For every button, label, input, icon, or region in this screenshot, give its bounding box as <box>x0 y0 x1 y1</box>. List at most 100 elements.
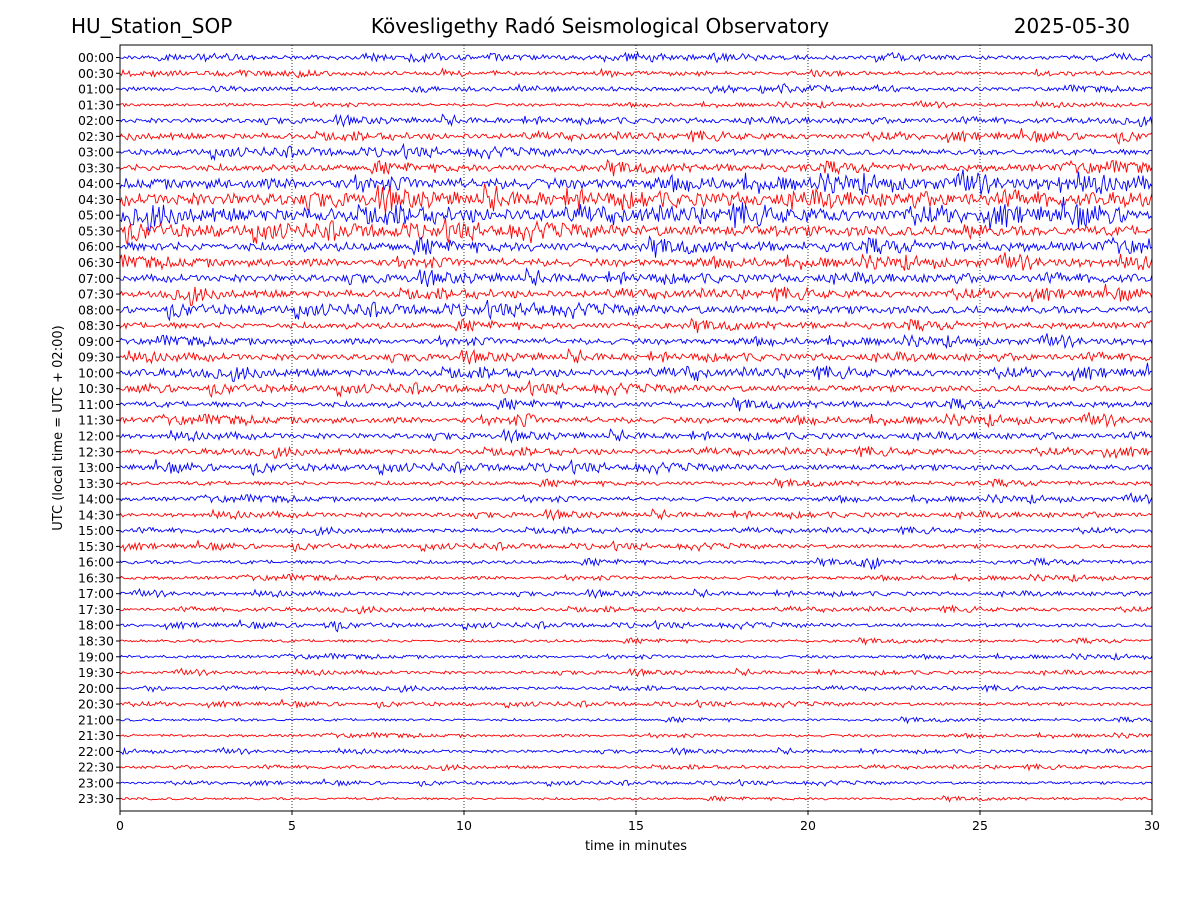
trace-0530 <box>119 217 1153 245</box>
y-tick-label: 21:00 <box>78 712 114 727</box>
y-tick-label: 02:30 <box>78 129 114 144</box>
y-tick-label: 03:00 <box>78 145 114 160</box>
y-tick-label: 12:00 <box>78 428 114 443</box>
trace-0900 <box>119 333 1153 350</box>
trace-2300 <box>119 778 1153 788</box>
y-tick-label: 07:30 <box>78 287 114 302</box>
trace-2230 <box>119 762 1153 772</box>
y-tick-label: 13:00 <box>78 460 114 475</box>
y-tick-label: 12:30 <box>78 444 114 459</box>
trace-0200 <box>119 113 1153 128</box>
trace-1830 <box>119 637 1153 646</box>
y-tick-label: 02:00 <box>78 113 114 128</box>
y-tick-label: 19:00 <box>78 649 114 664</box>
trace-1500 <box>119 525 1153 537</box>
trace-1100 <box>119 396 1153 412</box>
y-tick-label: 05:00 <box>78 208 114 223</box>
y-tick-label: 04:30 <box>78 192 114 207</box>
trace-0330 <box>119 158 1153 177</box>
trace-2100 <box>119 716 1153 725</box>
trace-2000 <box>119 683 1153 694</box>
grid-lines <box>291 45 981 811</box>
trace-1400 <box>119 492 1153 505</box>
y-tick-label: 17:00 <box>78 586 114 601</box>
y-tick-label: 20:30 <box>78 697 114 712</box>
trace-0600 <box>119 235 1153 258</box>
trace-1700 <box>119 588 1153 599</box>
y-tick-label: 10:30 <box>78 381 114 396</box>
y-tick-label: 14:30 <box>78 507 114 522</box>
y-tick-label: 04:00 <box>78 176 114 191</box>
y-tick-label: 08:30 <box>78 318 114 333</box>
y-tick-label: 18:30 <box>78 633 114 648</box>
trace-0730 <box>119 283 1153 306</box>
trace-0130 <box>119 99 1153 109</box>
y-tick-label: 17:30 <box>78 602 114 617</box>
y-tick-label: 16:00 <box>78 555 114 570</box>
y-tick-label: 16:30 <box>78 570 114 585</box>
trace-1530 <box>119 539 1153 553</box>
y-tick-label: 06:00 <box>78 239 114 254</box>
x-tick-label: 30 <box>1144 818 1160 833</box>
trace-1730 <box>119 604 1153 615</box>
trace-1930 <box>119 667 1153 678</box>
trace-1800 <box>119 618 1153 633</box>
y-tick-label: 07:00 <box>78 271 114 286</box>
trace-2200 <box>119 746 1153 756</box>
y-tick-label: 15:30 <box>78 539 114 554</box>
x-axis-label: time in minutes <box>585 839 687 854</box>
trace-0030 <box>119 67 1153 79</box>
trace-0700 <box>119 267 1153 288</box>
seismic-traces <box>119 50 1153 803</box>
x-axis-ticks: 0 5 10 15 20 25 30 <box>116 811 1160 833</box>
y-axis-label: UTC (local time = UTC + 02:00) <box>51 325 66 530</box>
trace-0430 <box>119 183 1153 214</box>
trace-1200 <box>119 428 1153 444</box>
chart-title: Kövesligethy Radó Seismological Observat… <box>370 14 830 38</box>
y-tick-label: 06:30 <box>78 255 114 270</box>
y-tick-label: 00:30 <box>78 66 114 81</box>
y-tick-label: 22:00 <box>78 744 114 759</box>
y-tick-label: 20:00 <box>78 681 114 696</box>
trace-2030 <box>119 698 1153 710</box>
y-tick-label: 03:30 <box>78 160 114 175</box>
y-tick-label: 09:30 <box>78 350 114 365</box>
y-tick-label: 21:30 <box>78 728 114 743</box>
trace-1130 <box>119 412 1153 429</box>
y-tick-label: 15:00 <box>78 523 114 538</box>
y-tick-label: 23:30 <box>78 791 114 806</box>
trace-0100 <box>119 82 1153 95</box>
y-tick-label: 11:30 <box>78 413 114 428</box>
trace-1230 <box>119 445 1153 459</box>
x-tick-label: 5 <box>288 818 296 833</box>
trace-1300 <box>119 458 1153 477</box>
trace-1330 <box>119 477 1153 489</box>
trace-0000 <box>119 50 1153 64</box>
y-tick-label: 01:30 <box>78 97 114 112</box>
trace-1430 <box>119 508 1153 522</box>
x-tick-label: 25 <box>972 818 988 833</box>
trace-0300 <box>119 142 1153 162</box>
trace-2130 <box>119 731 1153 740</box>
y-tick-label: 01:00 <box>78 82 114 97</box>
y-tick-label: 10:00 <box>78 365 114 380</box>
y-tick-label: 11:00 <box>78 397 114 412</box>
y-tick-label: 13:30 <box>78 476 114 491</box>
trace-0800 <box>119 299 1153 322</box>
trace-1900 <box>119 651 1153 661</box>
x-tick-label: 20 <box>800 818 816 833</box>
trace-0930 <box>119 347 1153 365</box>
y-tick-label: 00:00 <box>78 50 114 65</box>
trace-1030 <box>119 379 1153 398</box>
trace-0630 <box>119 252 1153 271</box>
trace-0500 <box>119 196 1153 232</box>
x-tick-label: 0 <box>116 818 124 833</box>
y-tick-label: 22:30 <box>78 760 114 775</box>
trace-0400 <box>119 169 1153 195</box>
station-name: HU_Station_SOP <box>71 14 233 38</box>
x-tick-label: 10 <box>456 818 472 833</box>
chart-date: 2025-05-30 <box>1013 14 1130 38</box>
trace-0230 <box>119 128 1153 145</box>
trace-0830 <box>119 317 1153 334</box>
